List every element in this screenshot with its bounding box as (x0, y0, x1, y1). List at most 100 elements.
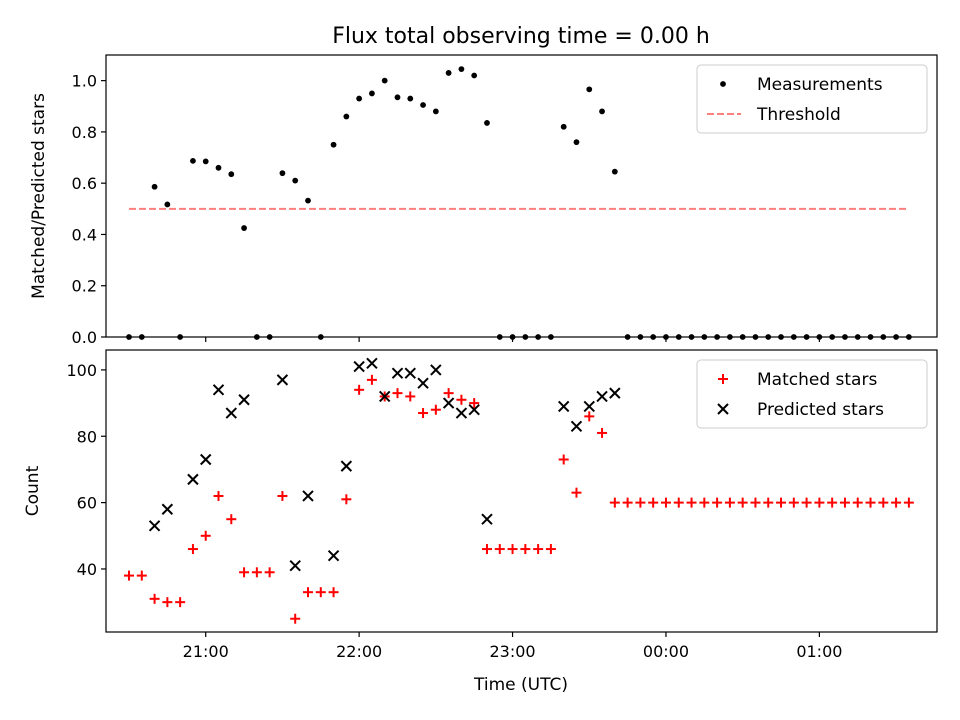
predicted-star-point (289, 559, 301, 572)
predicted-star-point (187, 473, 199, 486)
predicted-star-point (327, 549, 340, 562)
measurement-point (739, 334, 746, 340)
predicted-star-point (225, 407, 237, 419)
matched-star-point (545, 544, 556, 555)
measurement-point (624, 334, 631, 340)
matched-star-point (673, 497, 684, 508)
top-y-tick-label: 0.6 (72, 174, 97, 193)
measurement-point (381, 77, 388, 84)
matched-star-point (571, 487, 582, 498)
measurement-point (509, 334, 516, 340)
measurement-point (330, 141, 337, 148)
predicted-star-point (148, 520, 161, 532)
matched-star-point (507, 544, 518, 555)
matched-star-point (341, 494, 352, 505)
matched-star-point (584, 411, 595, 422)
x-axis-label: Time (UTC) (473, 675, 568, 695)
matched-star-point (699, 497, 710, 508)
predicted-star-point (417, 377, 429, 389)
measurement-point (177, 334, 184, 340)
measurement-point (279, 170, 286, 177)
matched-star-point (865, 497, 876, 508)
predicted-star-point (238, 394, 250, 406)
measurement-point (675, 334, 682, 340)
measurement-point (458, 66, 465, 72)
measurement-point (611, 168, 618, 175)
predicted-star-point (353, 360, 365, 373)
predicted-star-point (340, 460, 353, 472)
bottom-x-tick-label: 22:00 (336, 642, 382, 661)
matched-star-point (124, 570, 135, 581)
matched-star-point (878, 497, 889, 508)
measurement-point (790, 334, 797, 340)
measurement-point (663, 334, 669, 340)
measurement-point (637, 334, 644, 340)
measurement-point (880, 334, 887, 340)
predicted-star-point (430, 364, 442, 376)
measurement-point (407, 95, 414, 102)
measurement-point (356, 95, 363, 102)
measurement-point (215, 164, 222, 171)
measurement-point (688, 334, 695, 340)
matched-star-point (660, 497, 671, 508)
measurement-point (202, 158, 209, 165)
measurement-point (228, 171, 235, 178)
legend-label: Threshold (756, 105, 841, 125)
matched-star-point (315, 587, 326, 598)
bottom-x-tick-label: 21:00 (183, 642, 229, 661)
matched-star-point (443, 388, 454, 399)
top-panel-ratio: 0.0 0.2 0.4 0.6 0.8 1.0 Matched/Predicted star… (29, 54, 938, 347)
matched-star-point (392, 388, 403, 399)
matched-star-point (469, 398, 480, 409)
measurement-point (484, 120, 490, 126)
measurement-point (599, 108, 605, 115)
measurement-point (420, 102, 426, 108)
matched-star-point (533, 544, 544, 555)
matched-star-point (903, 497, 914, 508)
matched-star-point (712, 497, 723, 508)
measurement-point (432, 108, 439, 115)
matched-star-point (302, 587, 313, 598)
matched-star-point (175, 597, 186, 608)
measurement-point (842, 334, 848, 340)
matched-star-point (609, 497, 620, 508)
legend-entry: Threshold (707, 105, 841, 125)
legend-label: Matched stars (757, 370, 877, 390)
bottom-x-tick-label: 00:00 (643, 642, 689, 661)
measurement-point (151, 183, 158, 190)
matched-star-point (418, 408, 429, 419)
matched-star-point (635, 497, 646, 508)
matched-star-point (520, 544, 531, 555)
matched-star-point (366, 374, 377, 385)
matched-star-point (737, 497, 748, 508)
legend-label: Measurements (757, 75, 883, 95)
measurement-point (560, 123, 567, 130)
predicted-star-point (200, 453, 212, 466)
predicted-star-point (276, 374, 289, 386)
predicted-star-point (302, 490, 314, 502)
top-y-tick-label: 0.8 (72, 123, 97, 142)
measurement-point (496, 334, 503, 340)
top-y-tick-label: 1.0 (72, 72, 97, 91)
measurement-point (535, 334, 542, 340)
predicted-star-point (583, 400, 595, 413)
matched-star-point (776, 497, 787, 508)
legend-entry: Matched stars (718, 370, 877, 390)
bottom-panel-counts: 40 60 80 100 21:00 22:00 23:00 00:00 01:00 Count M… (23, 349, 938, 661)
matched-star-point (430, 404, 441, 415)
measurement-point (905, 334, 912, 340)
measurement-point (253, 334, 260, 340)
matched-star-point (354, 384, 365, 395)
legend-label: Predicted stars (757, 400, 884, 420)
matched-star-point (724, 497, 735, 508)
bottom-axes-frame (105, 349, 938, 633)
measurement-point (305, 197, 311, 204)
measurement-point (241, 225, 247, 231)
measurement-point (854, 334, 861, 340)
measurement-point (765, 334, 772, 340)
measurement-point (164, 201, 171, 208)
matched-star-point (264, 567, 275, 578)
matched-star-point (200, 530, 211, 541)
predicted-star-point (391, 367, 404, 379)
